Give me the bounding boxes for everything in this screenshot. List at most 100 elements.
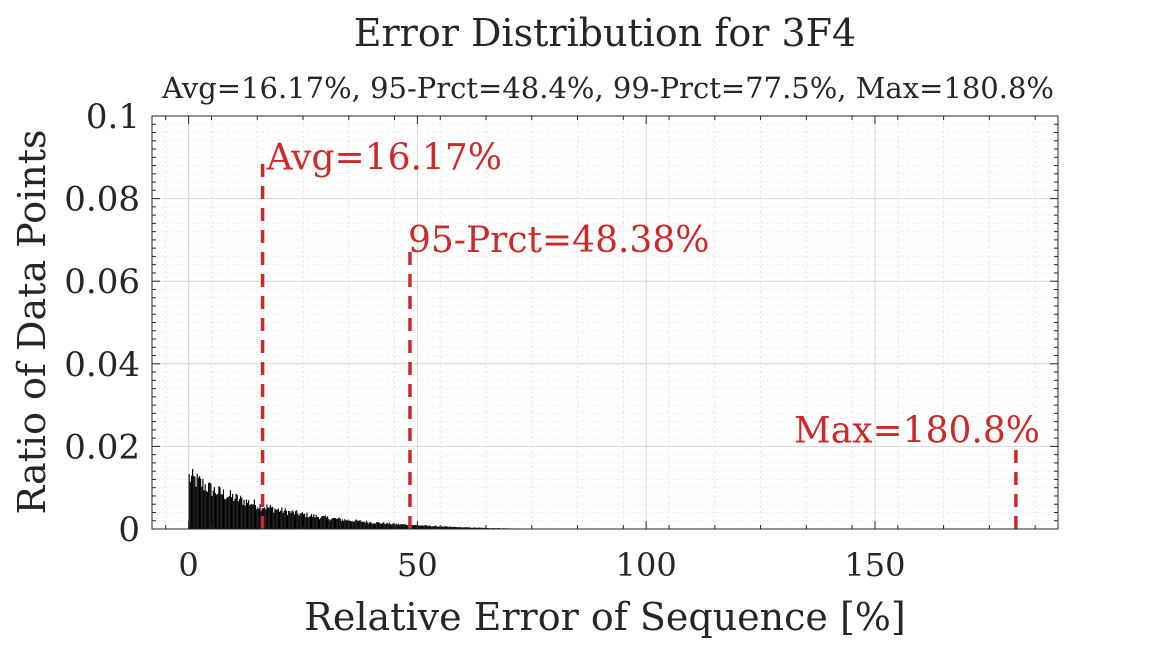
histogram-bar	[242, 504, 244, 529]
histogram-bar	[481, 527, 483, 529]
histogram-bar	[404, 524, 406, 529]
histogram-bar	[275, 509, 277, 529]
histogram-bar	[431, 526, 433, 529]
histogram-bar	[365, 520, 368, 529]
histogram-bar	[472, 527, 474, 529]
histogram-bar	[220, 494, 222, 529]
histogram-bar	[188, 474, 190, 529]
histogram-bar	[269, 505, 271, 529]
histogram-bar	[221, 494, 223, 529]
histogram-bar	[206, 491, 209, 529]
y-tick-label: 0.06	[64, 262, 140, 302]
histogram-bar	[284, 508, 286, 529]
histogram-bar	[418, 525, 420, 529]
histogram-bar	[258, 508, 260, 529]
histogram-bar	[367, 522, 369, 529]
x-axis-label: Relative Error of Sequence [%]	[304, 595, 905, 639]
x-tick-labels: 0 50 100 150	[178, 546, 905, 584]
histogram-bar	[419, 525, 421, 529]
histogram-bar	[329, 520, 331, 529]
x-tick-label: 50	[397, 546, 438, 584]
histogram-bar	[442, 526, 444, 529]
histogram-bar	[194, 476, 196, 529]
histogram-bar	[480, 527, 482, 529]
histogram-bar	[202, 478, 204, 529]
histogram-bar	[299, 513, 301, 529]
histogram-bar	[195, 486, 197, 529]
histogram-bar	[362, 521, 364, 529]
x-tick-label: 100	[616, 546, 677, 584]
histogram-bar	[456, 527, 458, 529]
histogram-bar	[274, 508, 276, 529]
histogram-bar	[415, 524, 417, 529]
histogram-bar	[280, 510, 282, 529]
histogram-bar	[471, 527, 473, 529]
histogram-bar	[451, 527, 453, 529]
histogram-bar	[340, 520, 342, 529]
histogram-bar	[459, 527, 461, 529]
histogram-bar	[403, 524, 405, 529]
histogram-bar	[303, 514, 305, 529]
histogram-bar	[267, 507, 269, 529]
histogram-bar	[449, 526, 451, 529]
histogram-bar	[253, 499, 255, 529]
histogram-bar	[385, 524, 387, 529]
histogram-bar	[384, 523, 386, 529]
y-tick-label: 0.04	[64, 345, 140, 385]
histogram-bar	[268, 507, 270, 529]
histogram-bar	[373, 523, 376, 529]
histogram-bar	[478, 527, 480, 529]
histogram-bar	[293, 514, 295, 529]
histogram-bar	[320, 517, 322, 529]
histogram-bar	[278, 511, 281, 529]
histogram-bar	[277, 508, 279, 529]
histogram-bar	[307, 517, 309, 529]
histogram-bars	[188, 468, 555, 529]
histogram-bar	[335, 518, 337, 529]
histogram-bar	[386, 522, 388, 529]
histogram-bar	[276, 509, 278, 529]
histogram-bar	[311, 514, 313, 529]
histogram-bar	[240, 495, 242, 529]
histogram-bar	[300, 513, 302, 529]
histogram-bar	[439, 526, 441, 529]
histogram-bar	[425, 525, 427, 529]
histogram-bar	[254, 505, 257, 529]
histogram-bar	[322, 515, 324, 529]
histogram-bar	[281, 507, 283, 529]
histogram-bar	[228, 495, 230, 529]
histogram-bar	[369, 521, 371, 529]
histogram-bar	[196, 473, 198, 529]
histogram-bar	[378, 522, 380, 529]
histogram-bar	[356, 520, 358, 529]
histogram-bar	[338, 517, 340, 529]
histogram-bar	[393, 523, 395, 529]
histogram-bar	[444, 526, 446, 529]
histogram-bar	[364, 522, 366, 529]
marker-lines	[260, 161, 1018, 529]
histogram-bar	[243, 499, 245, 529]
histogram-bar	[245, 499, 247, 529]
histogram-bar	[380, 523, 382, 529]
histogram-bar	[233, 501, 235, 529]
histogram-bar	[486, 527, 488, 529]
histogram-bar	[434, 525, 436, 529]
histogram-bar	[479, 527, 481, 529]
histogram-bar	[352, 521, 354, 529]
histogram-bar	[297, 513, 299, 529]
histogram-bar	[427, 525, 429, 529]
histogram-bar	[205, 490, 207, 529]
y-tick-label: 0.02	[64, 427, 140, 467]
histogram-bar	[413, 525, 416, 529]
histogram-bar	[235, 493, 237, 529]
histogram-bar	[440, 526, 442, 529]
histogram-bar	[346, 520, 348, 529]
histogram-bar	[457, 527, 459, 529]
histogram-bar	[397, 523, 400, 529]
histogram-bar	[379, 523, 381, 529]
histogram-bar	[230, 497, 233, 529]
histogram-bar	[197, 477, 199, 529]
histogram-bar	[312, 516, 314, 529]
histogram-bar	[266, 504, 268, 529]
y-tick-labels: 0 0.02 0.04 0.06 0.08 0.1	[64, 97, 140, 550]
